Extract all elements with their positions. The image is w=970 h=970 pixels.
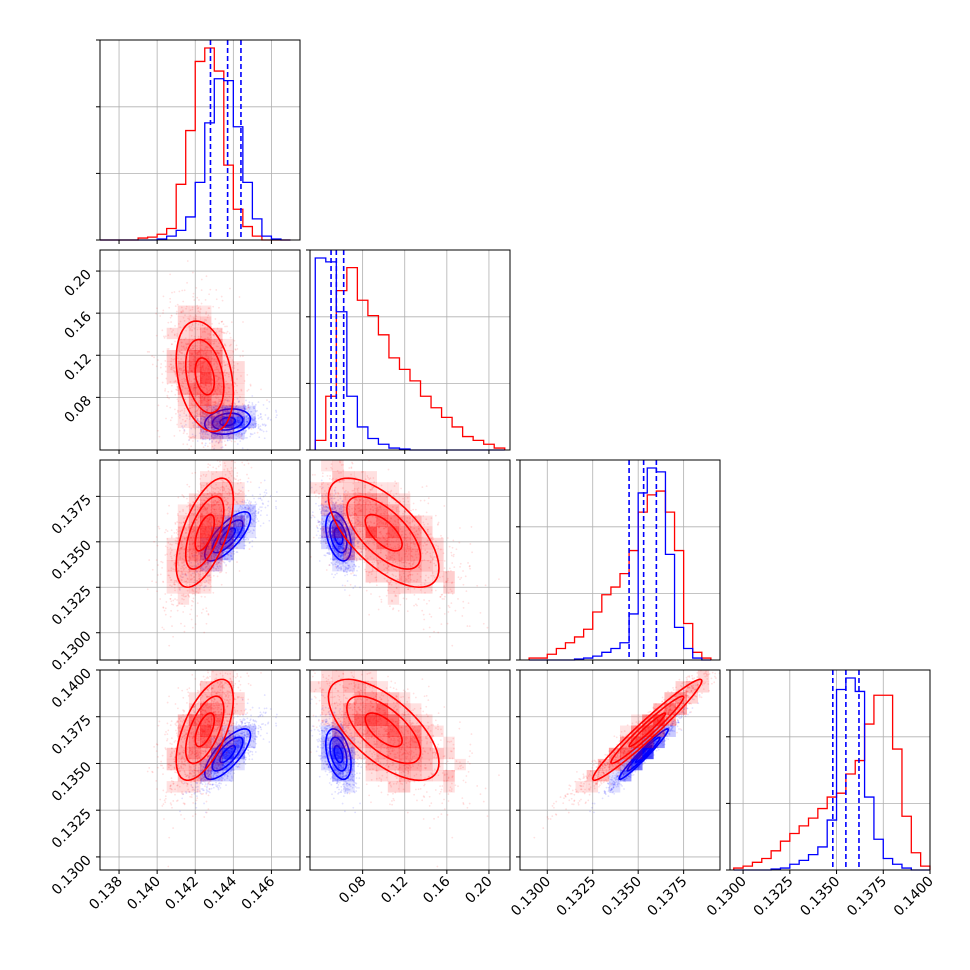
contour-blue: [211, 412, 244, 431]
y-tick-label: 0.1325: [49, 583, 95, 629]
x-tick-label: 0.138: [86, 874, 126, 914]
contour-blue: [333, 744, 344, 764]
contour-blue: [329, 736, 348, 772]
y-tick-label: 0.12: [61, 351, 94, 384]
y-tick-label: 0.1350: [49, 759, 95, 805]
y-tick-label: 0.08: [61, 393, 94, 426]
contour-red: [194, 712, 216, 748]
contour-red: [346, 495, 422, 570]
y-tick-label: 0.1375: [49, 712, 95, 758]
density-red: [166, 460, 245, 605]
panel-frame: [309, 459, 511, 661]
contour-blue: [634, 744, 653, 764]
x-tick-label: 0.1350: [797, 874, 843, 920]
panel-frame: [309, 249, 511, 451]
histogram-red: [733, 694, 931, 870]
contour-blue: [618, 728, 669, 781]
histogram-red: [100, 47, 291, 241]
x-tick-label: 0.144: [200, 873, 240, 913]
panel-frame: [519, 669, 721, 871]
contour-red: [184, 495, 225, 570]
scatter-panel-1-2: [309, 459, 511, 661]
histogram-red: [314, 266, 506, 450]
contour-red: [184, 695, 225, 765]
y-tick-label: 0.1300: [49, 628, 95, 674]
contour-red: [327, 678, 440, 782]
contour-red: [184, 338, 225, 414]
y-tick-label: 0.1325: [49, 806, 95, 852]
y-tick-label: 0.20: [61, 267, 94, 300]
scatter-panel-2-3: [519, 669, 721, 871]
contour-red: [346, 695, 422, 765]
contour-red: [364, 712, 403, 748]
x-tick-label: 0.1300: [508, 874, 554, 920]
x-tick-label: 0.1300: [704, 874, 750, 920]
contour-red: [327, 477, 440, 589]
scatter-panel-0-2: [99, 459, 301, 661]
hist-panel-0: [96, 39, 301, 241]
scatter-panel-0-1: [99, 249, 301, 451]
contour-red: [175, 477, 235, 589]
contour-red: [194, 513, 216, 552]
histogram-red: [528, 490, 712, 660]
x-tick-label: 0.1350: [599, 874, 645, 920]
density-red: [310, 460, 455, 605]
panel-frame: [99, 459, 301, 661]
panel-frame: [309, 669, 511, 871]
contour-red: [364, 513, 403, 552]
panel-frame: [519, 459, 721, 661]
contour-blue: [626, 736, 661, 772]
contour-blue: [203, 728, 252, 781]
contour-red: [175, 320, 235, 433]
x-tick-label: 0.140: [124, 874, 164, 914]
hist-panel-2: [516, 459, 721, 661]
scatter-panel-0-3: [99, 669, 301, 871]
panel-frame: [729, 669, 931, 871]
contour-blue: [219, 744, 237, 764]
contour-red: [628, 712, 667, 748]
contour-red: [194, 357, 216, 396]
x-tick-label: 0.20: [462, 874, 495, 907]
contour-red: [610, 695, 685, 765]
x-tick-label: 0.12: [378, 874, 411, 907]
hist-panel-1: [306, 249, 511, 451]
x-tick-label: 0.1375: [844, 874, 890, 920]
x-tick-label: 0.1325: [554, 874, 600, 920]
x-tick-label: 0.146: [239, 873, 279, 913]
panel-frame: [99, 39, 301, 241]
x-tick-label: 0.142: [162, 874, 202, 914]
contour-blue: [324, 728, 352, 781]
contour-blue: [219, 416, 237, 427]
x-tick-label: 0.08: [336, 874, 369, 907]
contour-red: [591, 678, 703, 782]
scatter-panel-1-3: [309, 669, 511, 871]
y-tick-label: 0.1375: [49, 492, 95, 538]
histogram-blue: [733, 677, 930, 871]
y-tick-label: 0.1300: [49, 852, 95, 898]
x-tick-label: 0.1400: [891, 874, 937, 920]
contour-blue: [211, 736, 244, 772]
panel-frame: [99, 669, 301, 871]
x-tick-label: 0.1325: [751, 874, 797, 920]
panel-frame: [99, 249, 301, 451]
contour-red: [175, 678, 235, 782]
x-tick-label: 0.16: [420, 873, 453, 906]
contour-blue: [333, 527, 344, 546]
x-tick-label: 0.1375: [645, 874, 691, 920]
hist-panel-3: [726, 669, 931, 871]
y-tick-label: 0.1400: [49, 666, 95, 712]
y-tick-label: 0.16: [61, 309, 94, 342]
contour-blue: [203, 408, 252, 436]
y-tick-label: 0.1350: [49, 537, 95, 583]
